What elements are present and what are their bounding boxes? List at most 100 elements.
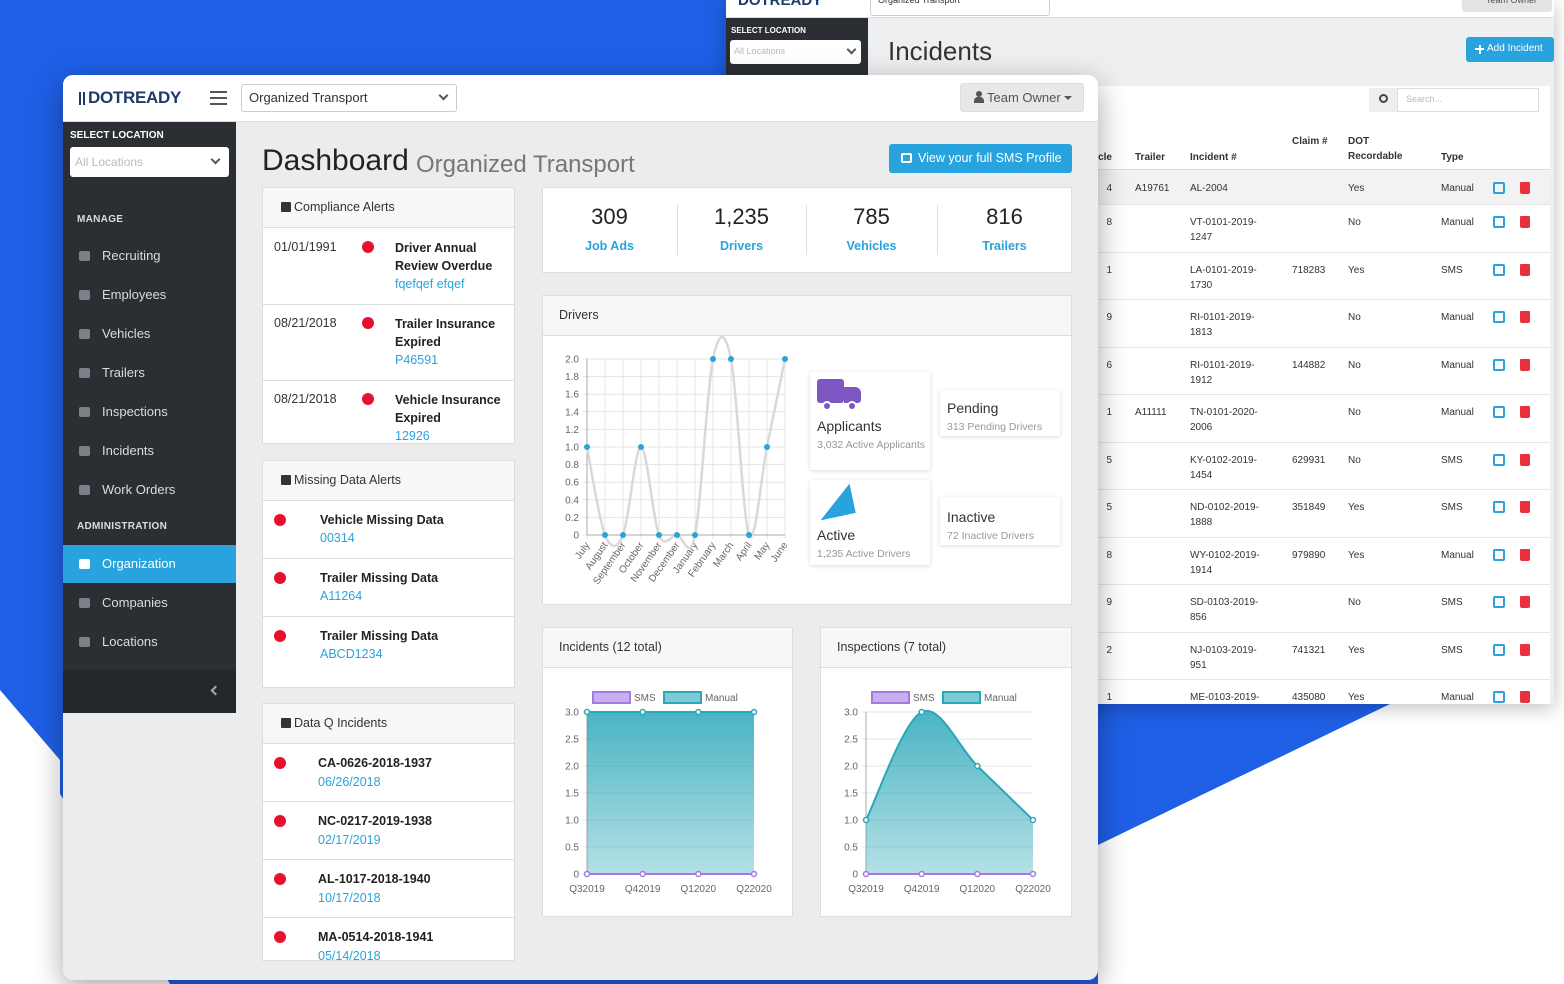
edit-icon[interactable]	[1493, 453, 1505, 466]
location-select[interactable]	[70, 147, 229, 177]
card-title: Applicants	[817, 418, 882, 434]
alert-link[interactable]: fqefqef efqef	[395, 277, 465, 291]
nav-icon	[79, 407, 90, 417]
delete-icon[interactable]	[1520, 691, 1530, 703]
table-cell: AL-2004	[1190, 183, 1228, 194]
org-select[interactable]	[241, 84, 457, 112]
alert-link[interactable]: 12926	[395, 429, 430, 443]
org-select-text: Organized Transport	[878, 0, 961, 5]
delete-icon[interactable]	[1520, 216, 1530, 228]
edit-icon[interactable]	[1493, 548, 1505, 561]
nav-item[interactable]: Companies	[102, 595, 168, 610]
edit-icon[interactable]	[1493, 501, 1505, 513]
table-cell: Manual	[1441, 183, 1474, 194]
delete-icon[interactable]	[1520, 311, 1530, 323]
stat-label[interactable]: Vehicles	[846, 239, 897, 253]
driver-card	[940, 497, 1060, 545]
alert-link[interactable]: P46591	[395, 353, 439, 367]
table-cell: SMS	[1441, 644, 1463, 656]
table-cell: KY-0102-2019-1454	[1190, 454, 1257, 481]
card-subtitle: 313 Pending Drivers	[947, 421, 1043, 433]
nav-item[interactable]: Incidents	[102, 443, 155, 458]
incident-date[interactable]: 10/17/2018	[318, 891, 381, 905]
nav-item[interactable]: Work Orders	[102, 482, 176, 497]
search-placeholder: Search...	[1406, 94, 1443, 104]
edit-icon[interactable]	[1493, 691, 1505, 703]
panel	[262, 703, 515, 961]
card-subtitle: 1,235 Active Drivers	[817, 548, 911, 560]
page-title: Dashboard	[262, 144, 409, 177]
delete-icon[interactable]	[1520, 548, 1530, 561]
table-cell: 1	[1106, 692, 1112, 703]
table-cell: SD-0103-2019-856	[1190, 597, 1259, 623]
location-select-text: All Locations	[75, 155, 144, 169]
page-title: Incidents	[888, 36, 993, 66]
alert-title: Driver Annual Review Overdue	[395, 241, 493, 273]
table-cell: 9	[1106, 312, 1112, 323]
alert-dot	[274, 514, 286, 526]
incident-date[interactable]: 06/26/2018	[318, 775, 381, 789]
table-cell: 2	[1106, 644, 1112, 656]
delete-icon[interactable]	[1520, 596, 1530, 608]
nav-item[interactable]: Locations	[102, 634, 158, 649]
edit-icon[interactable]	[1493, 406, 1505, 418]
table-cell: 979890	[1292, 549, 1326, 561]
delete-icon[interactable]	[1520, 263, 1530, 276]
table-cell: ME-0103-2019-	[1190, 692, 1260, 703]
nav-item[interactable]: Inspections	[102, 404, 168, 419]
table-cell: 9	[1106, 597, 1112, 608]
incident-date[interactable]: 02/17/2019	[318, 833, 381, 847]
alert-link[interactable]: ABCD1234	[320, 647, 383, 661]
edit-icon[interactable]	[1493, 311, 1505, 323]
incident-title: CA-0626-2018-1937	[318, 756, 432, 770]
user-button[interactable]	[1462, 0, 1552, 12]
panel-title: Data Q Incidents	[294, 716, 388, 730]
table-cell: No	[1348, 597, 1361, 608]
nav-item[interactable]: Recruiting	[102, 248, 161, 263]
edit-icon[interactable]	[1493, 643, 1505, 656]
panel	[542, 627, 793, 917]
panel-title: Missing Data Alerts	[294, 473, 401, 487]
table-cell: RI-0101-2019-1912	[1190, 359, 1255, 386]
nav-icon	[79, 251, 90, 261]
incident-date[interactable]: 05/14/2018	[318, 949, 381, 963]
stat-value: 1,235	[713, 204, 770, 229]
delete-icon[interactable]	[1520, 358, 1530, 371]
delete-icon[interactable]	[1520, 643, 1530, 656]
nav-item[interactable]: Employees	[102, 287, 167, 302]
nav-item[interactable]: Organization	[102, 556, 176, 571]
search-icon	[1379, 94, 1388, 103]
stat-label[interactable]: Drivers	[719, 239, 764, 253]
panel-header	[542, 627, 793, 668]
delete-icon[interactable]	[1520, 501, 1530, 513]
table-cell: Yes	[1348, 549, 1365, 561]
table-row	[1098, 170, 1550, 205]
stat-label[interactable]: Job Ads	[585, 239, 634, 253]
edit-icon[interactable]	[1493, 216, 1505, 228]
delete-icon[interactable]	[1520, 453, 1530, 466]
sms-button[interactable]	[889, 144, 1072, 173]
panel-title: Inspections (7 total)	[837, 640, 947, 654]
edit-icon[interactable]	[1493, 263, 1505, 276]
truck-icon	[817, 379, 844, 403]
alert-link[interactable]: 00314	[320, 531, 355, 545]
location-select[interactable]	[730, 40, 861, 64]
nav-item[interactable]: Trailers	[102, 365, 145, 380]
stat-label[interactable]: Trailers	[982, 239, 1027, 253]
delete-icon[interactable]	[1520, 406, 1530, 418]
edit-icon[interactable]	[1493, 596, 1505, 608]
table-row	[1098, 395, 1550, 443]
edit-icon[interactable]	[1493, 182, 1505, 194]
delete-icon[interactable]	[1520, 182, 1530, 194]
table-cell: WY-0102-2019-1914	[1190, 549, 1260, 576]
edit-icon[interactable]	[1493, 358, 1505, 371]
driver-card	[940, 390, 1060, 436]
alert-link[interactable]: A11264	[320, 589, 363, 603]
table-cell: 435080	[1292, 692, 1326, 703]
nav-item[interactable]: Vehicles	[102, 326, 151, 341]
sidebar-footer	[63, 670, 236, 713]
org-select[interactable]	[870, 0, 1050, 16]
page-subtitle: Organized Transport	[416, 151, 635, 178]
nav-icon	[79, 598, 90, 608]
alert-dot	[362, 241, 374, 253]
